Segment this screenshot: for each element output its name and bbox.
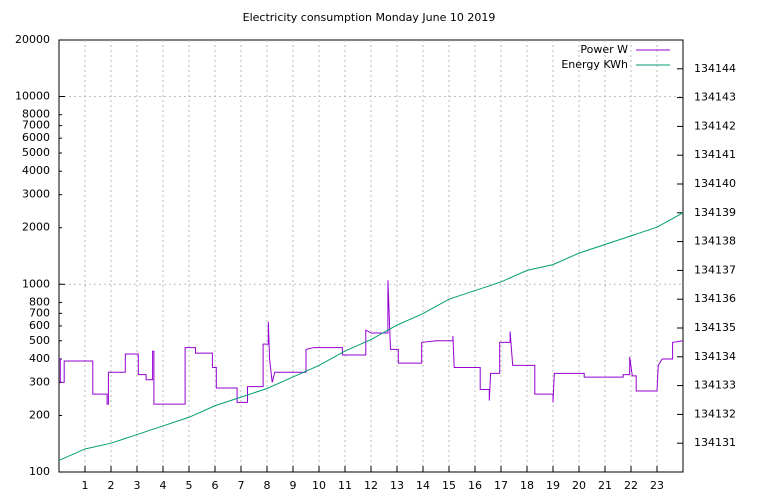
chart-title: Electricity consumption Monday June 10 2… bbox=[243, 11, 496, 24]
y-tick-label: 200 bbox=[29, 408, 50, 421]
y-tick-label: 500 bbox=[29, 334, 50, 347]
x-tick-label: 11 bbox=[338, 479, 352, 492]
x-tick-label: 14 bbox=[416, 479, 430, 492]
y-tick-label: 300 bbox=[29, 375, 50, 388]
y2-tick-label: 134135 bbox=[694, 321, 736, 334]
y2-tick-label: 134140 bbox=[694, 177, 736, 190]
x-tick-label: 19 bbox=[546, 479, 560, 492]
x-tick-label: 9 bbox=[290, 479, 297, 492]
series-line bbox=[58, 212, 684, 461]
y-tick-label: 3000 bbox=[22, 188, 50, 201]
x-tick-label: 1 bbox=[82, 479, 89, 492]
y-tick-label: 20000 bbox=[15, 33, 50, 46]
x-tick-label: 3 bbox=[134, 479, 141, 492]
legend-label: Power W bbox=[580, 43, 628, 56]
x-tick-label: 23 bbox=[650, 479, 664, 492]
y2-tick-label: 134131 bbox=[694, 436, 736, 449]
y-tick-label: 7000 bbox=[22, 119, 50, 132]
y2-tick-label: 134138 bbox=[694, 235, 736, 248]
x-tick-label: 18 bbox=[520, 479, 534, 492]
x-tick-label: 22 bbox=[624, 479, 638, 492]
y-tick-label: 100 bbox=[29, 465, 50, 478]
y-tick-label: 800 bbox=[29, 295, 50, 308]
y2-tick-label: 134132 bbox=[694, 407, 736, 420]
x-tick-label: 6 bbox=[212, 479, 219, 492]
y-tick-label: 10000 bbox=[15, 90, 50, 103]
legend-label: Energy KWh bbox=[561, 58, 628, 71]
y2-tick-label: 134142 bbox=[694, 119, 736, 132]
x-tick-label: 8 bbox=[264, 479, 271, 492]
series-line bbox=[59, 280, 684, 405]
y2-tick-label: 134143 bbox=[694, 91, 736, 104]
y2-tick-label: 134133 bbox=[694, 379, 736, 392]
y-tick-label: 6000 bbox=[22, 131, 50, 144]
x-tick-label: 13 bbox=[390, 479, 404, 492]
x-tick-label: 10 bbox=[312, 479, 326, 492]
y2-tick-label: 134134 bbox=[694, 350, 736, 363]
y-tick-label: 4000 bbox=[22, 164, 50, 177]
y2-tick-label: 134137 bbox=[694, 263, 736, 276]
y-tick-label: 2000 bbox=[22, 221, 50, 234]
y2-tick-label: 134136 bbox=[694, 292, 736, 305]
y-tick-label: 400 bbox=[29, 352, 50, 365]
y-tick-label: 700 bbox=[29, 306, 50, 319]
x-tick-label: 4 bbox=[160, 479, 167, 492]
y-tick-label: 5000 bbox=[22, 146, 50, 159]
x-tick-label: 20 bbox=[572, 479, 586, 492]
y2-tick-label: 134144 bbox=[694, 62, 736, 75]
y-tick-label: 8000 bbox=[22, 108, 50, 121]
x-tick-label: 5 bbox=[186, 479, 193, 492]
x-tick-label: 12 bbox=[364, 479, 378, 492]
x-tick-label: 2 bbox=[108, 479, 115, 492]
x-tick-label: 17 bbox=[494, 479, 508, 492]
y-tick-label: 600 bbox=[29, 319, 50, 332]
x-tick-label: 15 bbox=[442, 479, 456, 492]
y2-tick-label: 134139 bbox=[694, 206, 736, 219]
x-tick-label: 16 bbox=[468, 479, 482, 492]
x-tick-label: 21 bbox=[598, 479, 612, 492]
y-tick-label: 1000 bbox=[22, 277, 50, 290]
y2-tick-label: 134141 bbox=[694, 148, 736, 161]
x-tick-label: 7 bbox=[238, 479, 245, 492]
